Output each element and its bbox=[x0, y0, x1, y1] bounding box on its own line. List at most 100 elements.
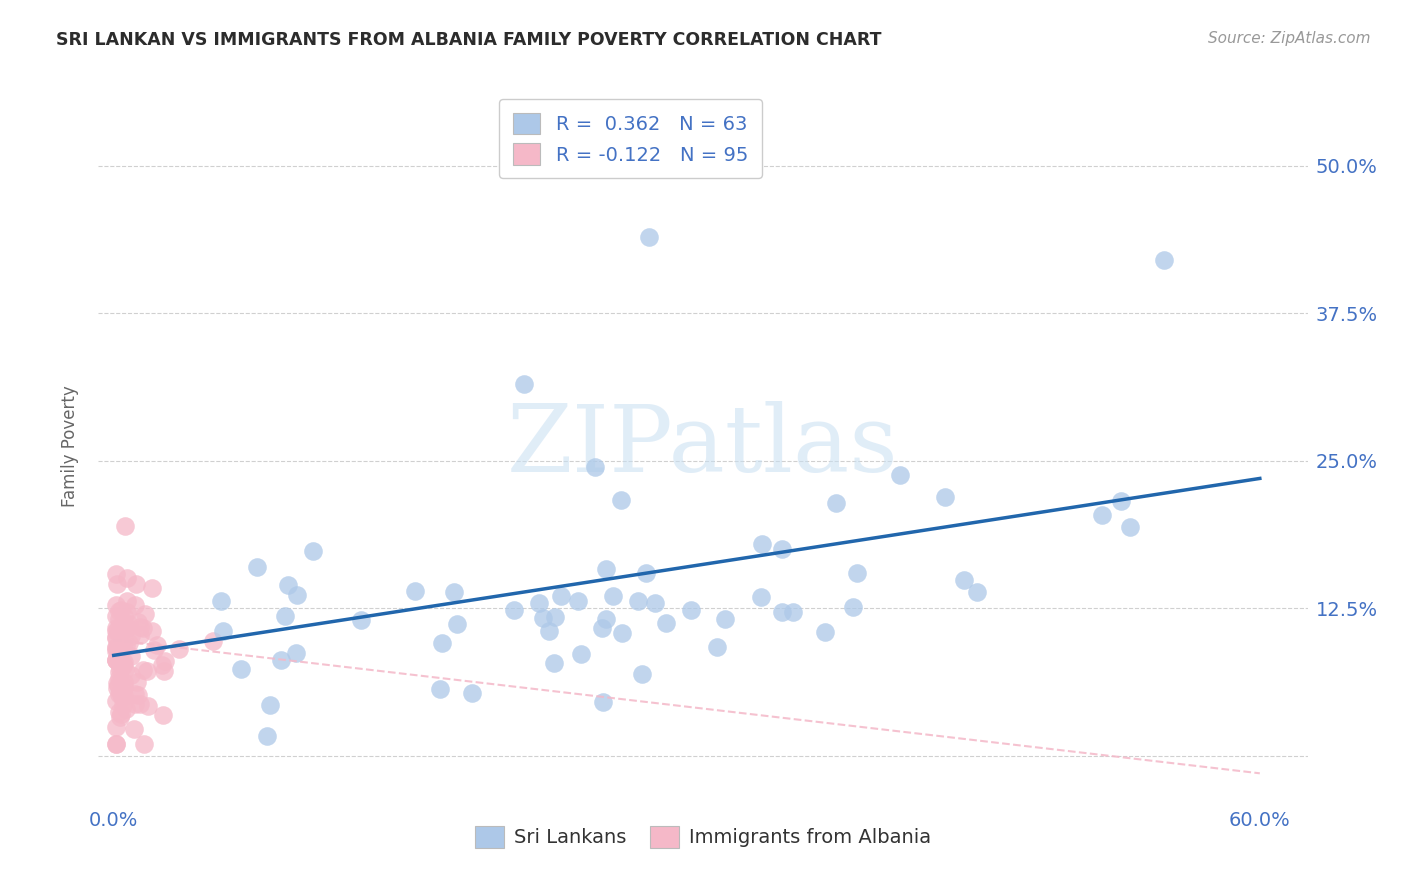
Point bbox=[124, 598, 146, 612]
Point bbox=[591, 621, 613, 635]
Point bbox=[118, 636, 141, 650]
Point bbox=[610, 493, 633, 508]
Point bbox=[889, 467, 911, 482]
Point bbox=[782, 605, 804, 619]
Point bbox=[543, 656, 565, 670]
Point bbox=[136, 665, 159, 679]
Point bbox=[105, 598, 128, 612]
Point bbox=[679, 603, 702, 617]
Point bbox=[110, 710, 132, 724]
Point bbox=[104, 653, 127, 667]
Point bbox=[110, 662, 132, 676]
Point bbox=[714, 612, 737, 626]
Point bbox=[108, 665, 131, 679]
Point bbox=[107, 677, 129, 691]
Point bbox=[104, 630, 127, 644]
Point bbox=[513, 377, 536, 392]
Point bbox=[627, 594, 650, 608]
Point bbox=[104, 653, 127, 667]
Point bbox=[583, 459, 606, 474]
Point bbox=[117, 621, 139, 635]
Point bbox=[567, 593, 589, 607]
Point bbox=[153, 654, 176, 668]
Point bbox=[138, 698, 160, 713]
Point bbox=[655, 615, 678, 630]
Point bbox=[104, 631, 127, 645]
Point bbox=[301, 543, 323, 558]
Point bbox=[770, 605, 793, 619]
Point bbox=[111, 690, 134, 704]
Point bbox=[110, 682, 132, 697]
Point bbox=[706, 640, 728, 654]
Point bbox=[846, 566, 869, 580]
Point bbox=[112, 609, 135, 624]
Point bbox=[121, 648, 143, 663]
Point bbox=[1109, 494, 1132, 508]
Point bbox=[115, 571, 138, 585]
Point bbox=[231, 662, 253, 676]
Point bbox=[104, 644, 127, 658]
Point bbox=[108, 684, 131, 698]
Point bbox=[538, 624, 561, 639]
Text: ZIPatlas: ZIPatlas bbox=[508, 401, 898, 491]
Point bbox=[107, 687, 129, 701]
Point bbox=[145, 638, 167, 652]
Point bbox=[114, 662, 136, 676]
Point bbox=[127, 688, 149, 702]
Point bbox=[110, 706, 132, 721]
Point bbox=[117, 605, 139, 619]
Point bbox=[108, 640, 131, 654]
Point bbox=[112, 680, 135, 694]
Point bbox=[104, 737, 127, 751]
Point bbox=[127, 615, 149, 630]
Point bbox=[124, 697, 146, 711]
Point bbox=[404, 583, 426, 598]
Point bbox=[132, 663, 155, 677]
Point bbox=[259, 698, 281, 713]
Point bbox=[108, 671, 131, 685]
Point bbox=[104, 621, 127, 635]
Point bbox=[108, 624, 131, 638]
Point bbox=[105, 640, 128, 655]
Point bbox=[503, 603, 526, 617]
Point bbox=[112, 674, 135, 689]
Point bbox=[108, 651, 131, 665]
Point bbox=[122, 722, 145, 736]
Point bbox=[107, 622, 129, 636]
Point bbox=[104, 608, 127, 623]
Point bbox=[749, 591, 772, 605]
Point bbox=[112, 655, 135, 669]
Text: Source: ZipAtlas.com: Source: ZipAtlas.com bbox=[1208, 31, 1371, 46]
Point bbox=[550, 589, 572, 603]
Point bbox=[105, 653, 128, 667]
Point bbox=[105, 694, 128, 708]
Point bbox=[104, 737, 127, 751]
Point bbox=[152, 708, 174, 723]
Point bbox=[544, 610, 567, 624]
Legend: Sri Lankans, Immigrants from Albania: Sri Lankans, Immigrants from Albania bbox=[465, 817, 941, 857]
Point bbox=[118, 617, 141, 632]
Point bbox=[132, 737, 155, 751]
Point bbox=[595, 562, 617, 576]
Point bbox=[111, 615, 134, 630]
Point bbox=[274, 609, 297, 624]
Point bbox=[529, 596, 551, 610]
Point bbox=[125, 577, 148, 591]
Point bbox=[115, 620, 138, 634]
Point bbox=[127, 674, 149, 689]
Y-axis label: Family Poverty: Family Poverty bbox=[60, 385, 79, 507]
Point bbox=[104, 640, 127, 655]
Point bbox=[211, 624, 233, 639]
Point bbox=[841, 599, 863, 614]
Point bbox=[108, 604, 131, 618]
Point bbox=[105, 577, 128, 591]
Point bbox=[129, 628, 152, 642]
Point bbox=[150, 657, 173, 672]
Point bbox=[112, 659, 135, 673]
Point bbox=[592, 695, 614, 709]
Point bbox=[108, 626, 131, 640]
Point bbox=[595, 612, 617, 626]
Point bbox=[132, 621, 155, 635]
Point bbox=[114, 518, 136, 533]
Point bbox=[1153, 253, 1175, 268]
